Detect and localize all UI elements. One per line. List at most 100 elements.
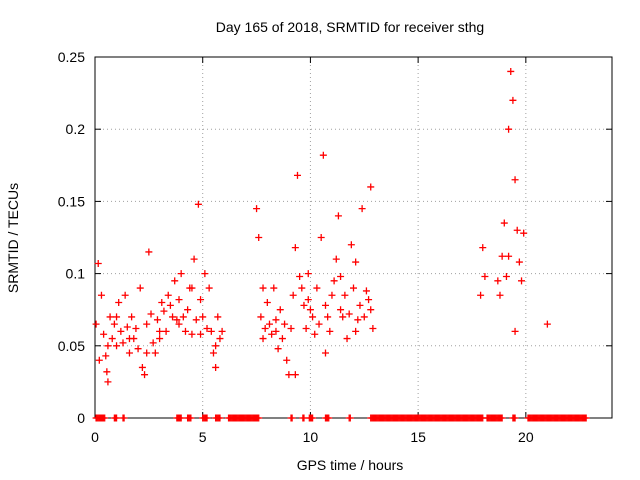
data-point [120,414,128,422]
data-point [288,414,296,422]
data-point [106,313,114,321]
data-point [188,284,196,292]
data-point [276,306,284,314]
data-layer [92,67,590,422]
data-point [173,316,181,324]
x-tick-label: 0 [91,429,99,445]
data-point [218,327,226,335]
data-point [156,327,164,335]
tick-layer: 0 0.05 0.1 0.15 0.2 0.25 0 5 10 15 20 [58,49,612,445]
data-point [300,301,308,309]
data-point [97,291,105,299]
data-point [147,310,155,318]
data-point [330,277,338,285]
data-point [324,313,332,321]
data-point [104,378,112,386]
data-point [194,200,202,208]
data-point [259,335,267,343]
data-point [100,330,108,338]
y-axis-label: SRMTID / TECUs [5,183,21,293]
data-point [255,414,263,422]
y-tick-label: 0.05 [58,338,85,354]
data-point [197,296,205,304]
data-point [113,414,121,422]
data-point [117,327,125,335]
data-point [283,356,291,364]
data-point [121,291,129,299]
data-point [160,307,168,315]
x-tick-label: 20 [518,429,534,445]
data-point [101,414,109,422]
data-point [302,324,310,332]
data-point [190,255,198,263]
data-point [511,176,519,184]
data-point [354,316,362,324]
data-point [293,171,301,179]
data-point [92,320,100,328]
data-point [188,330,196,338]
data-point [272,327,280,335]
data-point [309,414,317,422]
data-point [518,277,526,285]
x-tick-label: 10 [303,429,319,445]
data-point [119,339,127,347]
data-point [479,244,487,252]
data-point [113,342,121,350]
data-point [263,298,271,306]
data-point [268,330,276,338]
data-point [132,324,140,332]
data-point [582,414,590,422]
data-point [184,306,192,314]
data-point [343,335,351,343]
data-point [520,229,528,237]
data-point [278,335,286,343]
data-point [169,313,177,321]
data-point [209,349,217,357]
data-point [319,151,327,159]
data-point [261,324,269,332]
data-point [334,212,342,220]
data-point [356,301,364,309]
data-point [313,284,321,292]
data-point [507,67,515,75]
data-point [203,324,211,332]
data-point [205,284,213,292]
data-point [328,291,336,299]
data-point [511,414,519,422]
data-point [346,414,354,422]
data-point [274,345,282,353]
data-point [138,363,146,371]
data-point [367,306,375,314]
data-point [113,313,121,321]
data-point [104,342,112,350]
data-point [347,241,355,249]
data-point [515,258,523,266]
data-point [511,327,519,335]
data-point [325,414,333,422]
data-point [543,320,551,328]
data-point [272,316,280,324]
data-point [265,320,273,328]
data-point [125,335,133,343]
data-point [317,234,325,241]
data-point [153,316,161,324]
data-point [216,335,224,343]
data-point [207,327,215,335]
data-point [177,270,185,278]
data-point [309,313,317,321]
data-point [315,320,323,328]
data-point [291,371,299,379]
data-point [128,313,136,321]
data-point [337,306,345,314]
x-axis-label: GPS time / hours [297,457,404,473]
data-point [360,313,368,321]
y-tick-label: 0 [77,410,85,426]
data-point [156,335,164,343]
data-point [296,272,304,280]
data-point [494,277,502,285]
data-point [304,296,312,304]
data-point [352,327,360,335]
data-point [192,316,200,324]
data-point [253,205,261,213]
y-tick-label: 0.1 [66,266,86,282]
